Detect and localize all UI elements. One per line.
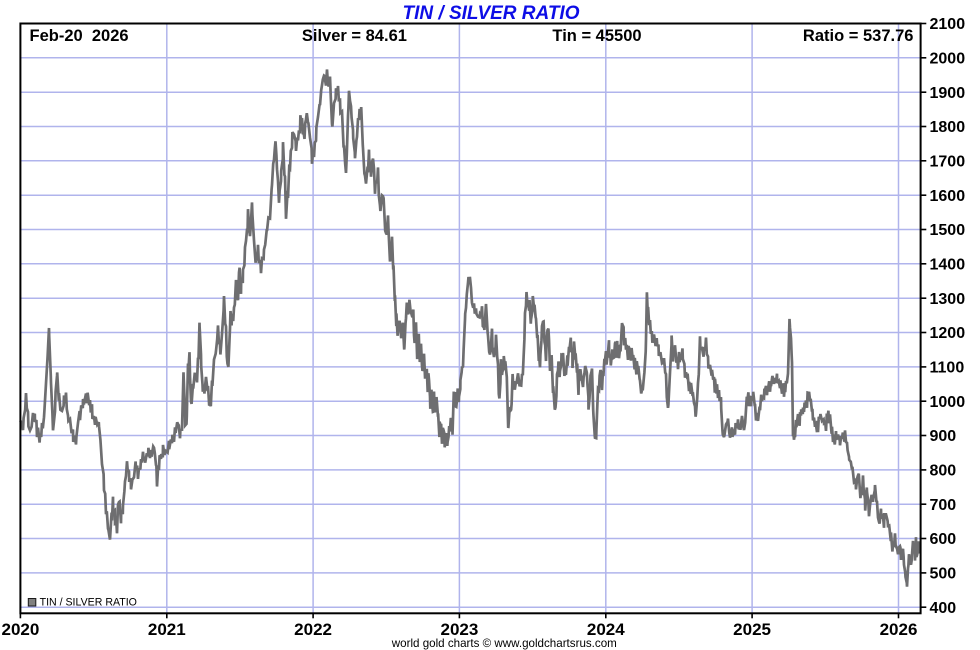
svg-text:1400: 1400 (930, 256, 966, 273)
svg-text:Ratio = 537.76: Ratio = 537.76 (803, 27, 914, 45)
svg-text:1900: 1900 (930, 85, 966, 102)
svg-text:world gold charts © www.goldch: world gold charts © www.goldchartsrus.co… (391, 637, 617, 650)
svg-text:2100: 2100 (930, 16, 966, 33)
svg-text:1200: 1200 (930, 325, 966, 342)
svg-text:500: 500 (930, 566, 957, 583)
svg-text:400: 400 (930, 600, 957, 617)
svg-text:1700: 1700 (930, 153, 966, 170)
svg-text:2000: 2000 (930, 50, 966, 67)
svg-text:1300: 1300 (930, 291, 966, 308)
svg-text:900: 900 (930, 428, 957, 445)
svg-text:TIN / SILVER RATIO: TIN / SILVER RATIO (403, 3, 580, 24)
svg-text:2021: 2021 (148, 620, 186, 639)
svg-text:2022: 2022 (294, 620, 332, 639)
svg-text:Feb-20 2026: Feb-20 2026 (30, 27, 129, 45)
svg-text:700: 700 (930, 497, 957, 514)
svg-text:2023: 2023 (440, 620, 478, 639)
svg-text:600: 600 (930, 531, 957, 548)
svg-text:2026: 2026 (880, 620, 918, 639)
svg-text:TIN / SILVER RATIO: TIN / SILVER RATIO (40, 597, 137, 609)
svg-text:2025: 2025 (733, 620, 771, 639)
svg-text:2020: 2020 (1, 620, 39, 639)
svg-text:Tin = 45500: Tin = 45500 (552, 27, 641, 45)
svg-text:800: 800 (930, 463, 957, 480)
svg-text:1800: 1800 (930, 119, 966, 136)
svg-text:Silver = 84.61: Silver = 84.61 (302, 27, 407, 45)
svg-text:1500: 1500 (930, 222, 966, 239)
svg-text:1600: 1600 (930, 188, 966, 205)
svg-text:1100: 1100 (930, 360, 965, 377)
svg-text:2024: 2024 (587, 620, 625, 639)
svg-text:1000: 1000 (930, 394, 966, 411)
